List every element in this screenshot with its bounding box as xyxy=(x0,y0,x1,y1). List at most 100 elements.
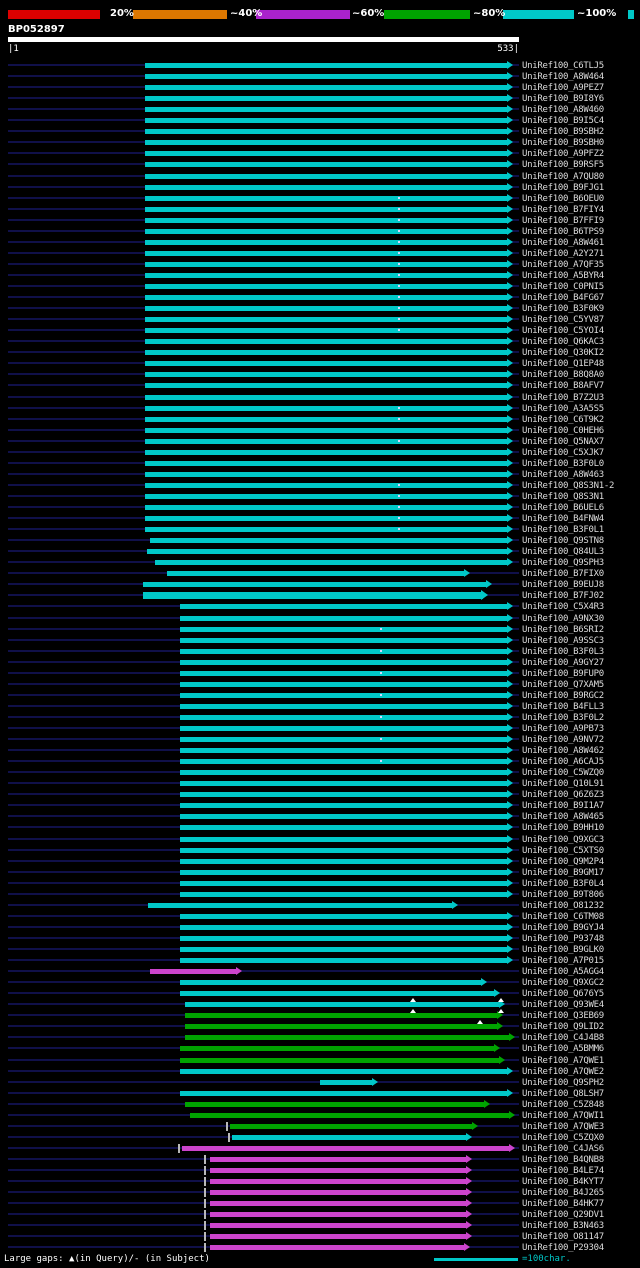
subject-label[interactable]: UniRef100_Q93WE4 xyxy=(522,1000,604,1010)
hit-bar[interactable] xyxy=(145,417,508,422)
hit-bar[interactable] xyxy=(147,549,508,554)
subject-label[interactable]: UniRef100_Q9STN8 xyxy=(522,536,604,546)
hit-bar[interactable] xyxy=(182,1146,510,1151)
hit-bar[interactable] xyxy=(145,162,508,167)
subject-label[interactable]: UniRef100_B7FIY4 xyxy=(522,205,604,215)
hit-bar[interactable] xyxy=(180,660,508,665)
hit-bar[interactable] xyxy=(180,770,508,775)
hit-bar[interactable] xyxy=(180,958,508,963)
hit-bar[interactable] xyxy=(145,372,508,377)
hit-bar[interactable] xyxy=(180,1046,495,1051)
hit-bar[interactable] xyxy=(180,671,508,676)
subject-label[interactable]: UniRef100_B7FJ02 xyxy=(522,591,604,601)
subject-label[interactable]: UniRef100_C0HEH6 xyxy=(522,426,604,436)
subject-label[interactable]: UniRef100_B9I8Y6 xyxy=(522,94,604,104)
hit-bar[interactable] xyxy=(145,240,508,245)
subject-label[interactable]: UniRef100_B3F0L2 xyxy=(522,713,604,723)
hit-bar[interactable] xyxy=(180,914,508,919)
subject-label[interactable]: UniRef100_Q8S3N1-2 xyxy=(522,481,615,491)
hit-bar[interactable] xyxy=(210,1212,467,1217)
subject-label[interactable]: UniRef100_A5BYR4 xyxy=(522,271,604,281)
subject-label[interactable]: UniRef100_B6OEU0 xyxy=(522,194,604,204)
subject-label[interactable]: UniRef100_C5YOI4 xyxy=(522,326,604,336)
hit-bar[interactable] xyxy=(320,1080,373,1085)
subject-label[interactable]: UniRef100_B3F0L4 xyxy=(522,879,604,889)
hit-bar[interactable] xyxy=(180,1069,508,1074)
hit-bar[interactable] xyxy=(145,196,508,201)
hit-bar[interactable] xyxy=(145,395,508,400)
hit-bar[interactable] xyxy=(143,582,487,587)
hit-bar[interactable] xyxy=(180,604,508,609)
hit-bar[interactable] xyxy=(180,1091,508,1096)
hit-bar[interactable] xyxy=(145,328,508,333)
hit-bar[interactable] xyxy=(180,825,508,830)
hit-bar[interactable] xyxy=(180,649,508,654)
subject-label[interactable]: UniRef100_Q9SPH3 xyxy=(522,558,604,568)
subject-label[interactable]: UniRef100_B9T806 xyxy=(522,890,604,900)
subject-label[interactable]: UniRef100_A8W463 xyxy=(522,470,604,480)
subject-label[interactable]: UniRef100_B9RSF5 xyxy=(522,160,604,170)
subject-label[interactable]: UniRef100_B9HH10 xyxy=(522,823,604,833)
hit-bar[interactable] xyxy=(145,317,508,322)
hit-bar[interactable] xyxy=(180,925,508,930)
subject-label[interactable]: UniRef100_B4KYT7 xyxy=(522,1177,604,1187)
subject-label[interactable]: UniRef100_A3A5S5 xyxy=(522,404,604,414)
subject-label[interactable]: UniRef100_B9SBH0 xyxy=(522,138,604,148)
subject-label[interactable]: UniRef100_A5BMM6 xyxy=(522,1044,604,1054)
hit-bar[interactable] xyxy=(180,781,508,786)
hit-bar[interactable] xyxy=(150,538,508,543)
hit-bar[interactable] xyxy=(210,1223,467,1228)
subject-label[interactable]: UniRef100_B9I5C4 xyxy=(522,116,604,126)
hit-bar[interactable] xyxy=(180,991,495,996)
hit-bar[interactable] xyxy=(143,592,483,599)
subject-label[interactable]: UniRef100_A8W465 xyxy=(522,812,604,822)
subject-label[interactable]: UniRef100_A7QWI1 xyxy=(522,1111,604,1121)
hit-bar[interactable] xyxy=(180,726,508,731)
subject-label[interactable]: UniRef100_O81232 xyxy=(522,901,604,911)
hit-bar[interactable] xyxy=(185,1024,498,1029)
subject-label[interactable]: UniRef100_Q1EP48 xyxy=(522,359,604,369)
subject-label[interactable]: UniRef100_C5ZQX0 xyxy=(522,1133,604,1143)
hit-bar[interactable] xyxy=(145,273,508,278)
hit-bar[interactable] xyxy=(230,1124,473,1129)
subject-label[interactable]: UniRef100_B4FLL3 xyxy=(522,702,604,712)
subject-label[interactable]: UniRef100_Q10L91 xyxy=(522,779,604,789)
hit-bar[interactable] xyxy=(145,505,508,510)
hit-bar[interactable] xyxy=(180,715,508,720)
hit-bar[interactable] xyxy=(145,107,508,112)
hit-bar[interactable] xyxy=(180,892,508,897)
subject-label[interactable]: UniRef100_P93748 xyxy=(522,934,604,944)
hit-bar[interactable] xyxy=(145,516,508,521)
subject-label[interactable]: UniRef100_A7QWE2 xyxy=(522,1067,604,1077)
hit-bar[interactable] xyxy=(180,627,508,632)
subject-label[interactable]: UniRef100_C6TLJ5 xyxy=(522,61,604,71)
hit-bar[interactable] xyxy=(180,759,508,764)
hit-bar[interactable] xyxy=(180,814,508,819)
subject-label[interactable]: UniRef100_C5WZQ0 xyxy=(522,768,604,778)
subject-label[interactable]: UniRef100_Q30KI2 xyxy=(522,348,604,358)
subject-label[interactable]: UniRef100_C5XJK7 xyxy=(522,448,604,458)
hit-bar[interactable] xyxy=(180,803,508,808)
subject-label[interactable]: UniRef100_Q5NAX7 xyxy=(522,437,604,447)
hit-bar[interactable] xyxy=(148,903,453,908)
hit-bar[interactable] xyxy=(180,859,508,864)
hit-bar[interactable] xyxy=(180,848,508,853)
hit-bar[interactable] xyxy=(210,1201,467,1206)
hit-bar[interactable] xyxy=(210,1234,467,1239)
hit-bar[interactable] xyxy=(185,1002,500,1007)
hit-bar[interactable] xyxy=(145,494,508,499)
subject-label[interactable]: UniRef100_A8W464 xyxy=(522,72,604,82)
subject-label[interactable]: UniRef100_B9SBH2 xyxy=(522,127,604,137)
hit-bar[interactable] xyxy=(180,837,508,842)
subject-label[interactable]: UniRef100_A9NV72 xyxy=(522,735,604,745)
subject-label[interactable]: UniRef100_B3N463 xyxy=(522,1221,604,1231)
subject-label[interactable]: UniRef100_A8W461 xyxy=(522,238,604,248)
subject-label[interactable]: UniRef100_B7FFI9 xyxy=(522,216,604,226)
hit-bar[interactable] xyxy=(145,483,508,488)
subject-label[interactable]: UniRef100_B9GLK0 xyxy=(522,945,604,955)
subject-label[interactable]: UniRef100_B6SRI2 xyxy=(522,625,604,635)
hit-bar[interactable] xyxy=(180,792,508,797)
hit-bar[interactable] xyxy=(145,63,508,68)
subject-label[interactable]: UniRef100_A8W460 xyxy=(522,105,604,115)
hit-bar[interactable] xyxy=(145,74,508,79)
